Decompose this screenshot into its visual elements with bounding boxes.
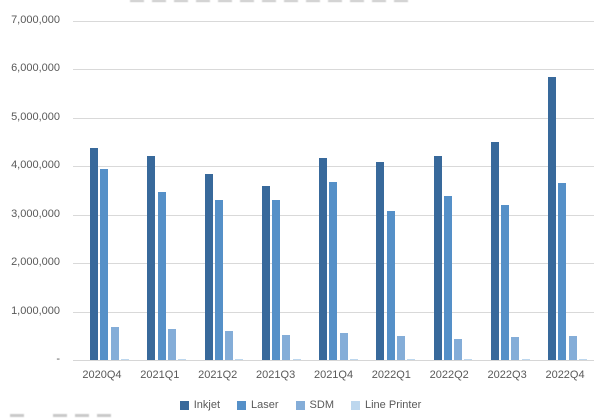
bar-line-printer-2021Q4 bbox=[349, 359, 358, 360]
bar-line-printer-2022Q1 bbox=[407, 359, 416, 360]
legend-swatch-icon bbox=[295, 400, 305, 410]
bar-line-printer-2021Q1 bbox=[178, 359, 187, 360]
bar-inkjet-2022Q4 bbox=[548, 77, 556, 360]
y-tick-label: 2,000,000 bbox=[11, 256, 60, 268]
bar-line-printer-2021Q3 bbox=[292, 359, 301, 360]
bar-laser-2022Q1 bbox=[386, 211, 395, 360]
clipped-footnote-text-artifact bbox=[53, 414, 115, 417]
x-tick-label: 2021Q4 bbox=[313, 369, 354, 381]
bar-sdm-2021Q2 bbox=[225, 331, 234, 360]
bar-sdm-2022Q4 bbox=[568, 336, 577, 360]
y-tick-label: - bbox=[56, 353, 60, 365]
gridline bbox=[73, 118, 594, 119]
y-tick-label: 6,000,000 bbox=[11, 62, 60, 74]
bar-laser-2021Q2 bbox=[214, 200, 223, 360]
gridline bbox=[73, 166, 594, 167]
gridline bbox=[73, 21, 594, 22]
bar-line-printer-2021Q2 bbox=[235, 359, 244, 360]
bar-inkjet-2021Q3 bbox=[261, 186, 270, 360]
bar-line-printer-2022Q2 bbox=[464, 359, 473, 360]
legend-label: SDM bbox=[309, 399, 334, 411]
bar-sdm-2021Q4 bbox=[339, 333, 348, 360]
bar-laser-2021Q4 bbox=[329, 182, 338, 360]
y-tick-label: 1,000,000 bbox=[11, 305, 60, 317]
bar-inkjet-2021Q4 bbox=[319, 158, 327, 360]
bar-sdm-2022Q3 bbox=[511, 337, 520, 360]
bar-laser-2021Q3 bbox=[272, 200, 281, 360]
bar-laser-2022Q2 bbox=[443, 196, 452, 360]
bar-laser-2022Q4 bbox=[558, 183, 567, 360]
bar-line-printer-2022Q3 bbox=[521, 359, 530, 360]
y-tick-label: 3,000,000 bbox=[11, 208, 60, 220]
bar-line-printer-2020Q4 bbox=[120, 359, 129, 360]
legend: Inkjet Laser SDM Line Printer bbox=[0, 399, 601, 411]
legend-item-inkjet: Inkjet bbox=[179, 399, 221, 411]
legend-swatch-icon bbox=[179, 400, 189, 410]
clipped-title-text-artifact bbox=[130, 0, 410, 2]
x-tick-label: 2021Q3 bbox=[256, 369, 296, 381]
y-tick-label: 7,000,000 bbox=[11, 14, 60, 26]
legend-item-sdm: SDM bbox=[295, 399, 334, 411]
x-tick-label: 2022Q4 bbox=[545, 369, 585, 381]
legend-label: Laser bbox=[251, 399, 279, 411]
bar-laser-2020Q4 bbox=[100, 169, 109, 360]
bar-sdm-2022Q2 bbox=[454, 339, 463, 360]
bar-sdm-2021Q1 bbox=[167, 329, 176, 360]
bar-inkjet-2022Q3 bbox=[490, 142, 499, 360]
bar-sdm-2021Q3 bbox=[282, 335, 291, 360]
y-tick-label: 5,000,000 bbox=[11, 111, 60, 123]
legend-label: Line Printer bbox=[365, 399, 422, 411]
y-tick-label: 4,000,000 bbox=[11, 159, 60, 171]
x-axis-line bbox=[73, 360, 594, 361]
bar-laser-2021Q1 bbox=[157, 192, 166, 360]
legend-item-laser: Laser bbox=[237, 399, 279, 411]
clipped-footnote-text-artifact bbox=[10, 414, 24, 417]
x-tick-label: 2021Q2 bbox=[198, 369, 238, 381]
legend-label: Inkjet bbox=[193, 399, 221, 411]
gridline bbox=[73, 69, 594, 70]
x-tick-label: 2022Q3 bbox=[487, 369, 527, 381]
bar-sdm-2020Q4 bbox=[110, 327, 119, 360]
bar-inkjet-2020Q4 bbox=[90, 148, 98, 360]
x-tick-label: 2022Q1 bbox=[371, 369, 411, 381]
bar-inkjet-2022Q2 bbox=[433, 156, 442, 360]
bar-inkjet-2022Q1 bbox=[376, 162, 385, 360]
x-tick-label: 2022Q2 bbox=[429, 369, 469, 381]
bar-line-printer-2022Q4 bbox=[578, 359, 587, 360]
x-tick-label: 2020Q4 bbox=[82, 369, 122, 381]
legend-swatch-icon bbox=[351, 400, 360, 410]
bar-inkjet-2021Q2 bbox=[204, 174, 213, 360]
x-tick-label: 2021Q1 bbox=[140, 369, 180, 381]
legend-item-line-printer: Line Printer bbox=[351, 399, 421, 411]
legend-swatch-icon bbox=[237, 400, 247, 410]
bar-inkjet-2021Q1 bbox=[147, 156, 156, 360]
bar-sdm-2022Q1 bbox=[396, 336, 405, 360]
bar-laser-2022Q3 bbox=[501, 205, 510, 360]
